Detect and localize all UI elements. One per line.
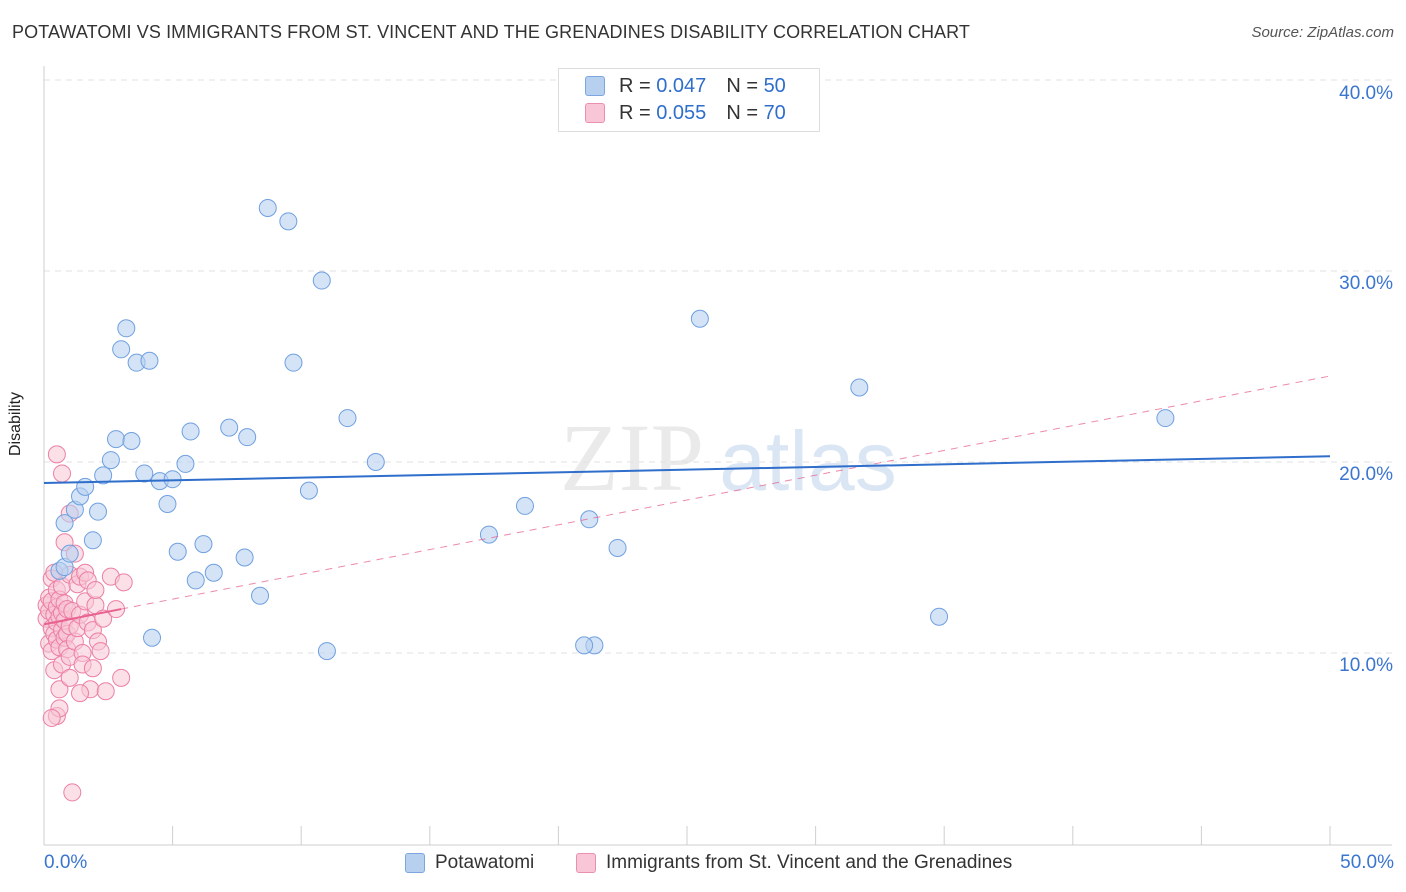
data-point-immigrants — [86, 580, 105, 599]
bottom-legend-swatch-pink — [576, 853, 596, 873]
y-tick-label: 10.0% — [1339, 655, 1393, 676]
data-point-potawatomi — [1156, 409, 1175, 428]
data-point-potawatomi — [204, 563, 223, 582]
data-points — [37, 198, 1175, 802]
trend-line-immigrants — [43, 608, 122, 626]
data-point-potawatomi — [94, 466, 113, 485]
data-point-potawatomi — [60, 544, 79, 563]
legend-row-immigrants: R = 0.055 N = 70 — [585, 101, 786, 125]
legend-r-value: 0.055 — [656, 101, 707, 124]
data-point-immigrants — [112, 668, 131, 687]
data-point-potawatomi — [279, 212, 298, 231]
data-point-immigrants — [83, 659, 102, 678]
data-point-potawatomi — [608, 538, 627, 557]
bottom-legend-label: Immigrants from St. Vincent and the Gren… — [606, 852, 1013, 873]
data-point-potawatomi — [258, 198, 277, 217]
data-point-potawatomi — [186, 571, 205, 590]
data-point-potawatomi — [101, 451, 120, 470]
data-point-immigrants — [60, 668, 79, 687]
data-point-potawatomi — [299, 481, 318, 500]
data-point-immigrants — [50, 680, 69, 699]
data-point-potawatomi — [89, 502, 108, 521]
data-point-potawatomi — [690, 309, 709, 328]
bottom-legend-potawatomi: Potawatomi — [405, 852, 534, 874]
data-point-potawatomi — [317, 642, 336, 661]
data-point-potawatomi — [251, 586, 270, 605]
legend-n-label: N = — [726, 101, 758, 124]
legend-swatch-blue — [585, 76, 605, 96]
data-point-potawatomi — [176, 454, 195, 473]
legend-r-value: 0.047 — [656, 74, 707, 97]
correlation-legend: R = 0.047 N = 50 R = 0.055 N = 70 — [558, 68, 820, 132]
y-tick-label: 20.0% — [1339, 464, 1393, 485]
data-point-potawatomi — [83, 531, 102, 550]
bottom-legend: Potawatomi Immigrants from St. Vincent a… — [0, 852, 1406, 878]
data-point-potawatomi — [580, 510, 599, 529]
chart-title: POTAWATOMI VS IMMIGRANTS FROM ST. VINCEN… — [12, 22, 971, 42]
legend-row-potawatomi: R = 0.047 N = 50 — [585, 74, 786, 98]
data-point-potawatomi — [575, 636, 594, 655]
data-point-potawatomi — [220, 418, 239, 437]
watermark-atlas: atlas — [719, 414, 896, 508]
data-point-immigrants — [71, 684, 90, 703]
data-point-potawatomi — [168, 542, 187, 561]
data-point-potawatomi — [284, 353, 303, 372]
data-point-potawatomi — [194, 535, 213, 554]
data-point-potawatomi — [135, 464, 154, 483]
x-tick-label-min: 0.0% — [44, 852, 88, 873]
legend-n-label: N = — [726, 74, 758, 97]
data-point-potawatomi — [107, 430, 126, 449]
data-point-potawatomi — [55, 514, 74, 533]
data-point-immigrants — [114, 573, 133, 592]
data-point-potawatomi — [366, 453, 385, 471]
data-point-potawatomi — [112, 340, 131, 359]
bottom-legend-immigrants: Immigrants from St. Vincent and the Gren… — [576, 852, 1012, 874]
watermark: ZIP atlas — [560, 404, 897, 511]
data-point-immigrants — [42, 708, 61, 727]
data-point-immigrants — [53, 464, 72, 483]
legend-n-value: 50 — [763, 74, 786, 97]
data-point-potawatomi — [338, 409, 357, 428]
source-label: Source: ZipAtlas.com — [1251, 24, 1394, 41]
data-point-potawatomi — [235, 548, 254, 567]
data-point-immigrants — [96, 682, 115, 701]
axes — [43, 66, 1392, 846]
data-point-potawatomi — [312, 271, 331, 290]
legend-r-label: R = — [619, 74, 651, 97]
data-point-potawatomi — [181, 422, 200, 441]
data-point-potawatomi — [140, 351, 159, 370]
data-point-potawatomi — [930, 607, 949, 626]
data-point-potawatomi — [163, 470, 182, 489]
data-point-potawatomi — [515, 496, 534, 515]
data-point-potawatomi — [238, 428, 257, 447]
trend-lines — [43, 375, 1331, 626]
trend-line-immigrants-extension — [121, 375, 1331, 610]
legend-r-label: R = — [619, 101, 651, 124]
legend-swatch-pink — [585, 103, 605, 123]
y-tick-label: 30.0% — [1339, 273, 1393, 294]
bottom-legend-swatch-blue — [405, 853, 425, 873]
data-point-potawatomi — [117, 319, 136, 338]
data-point-potawatomi — [143, 628, 162, 647]
gridlines — [44, 79, 1392, 654]
data-point-potawatomi — [158, 495, 177, 514]
data-point-potawatomi — [479, 525, 498, 544]
data-point-immigrants — [91, 642, 110, 661]
watermark-zip: ZIP — [560, 404, 704, 511]
data-point-potawatomi — [76, 477, 95, 496]
x-tick-label-max: 50.0% — [1340, 852, 1394, 873]
bottom-legend-label: Potawatomi — [435, 852, 535, 873]
data-point-immigrants — [47, 445, 66, 464]
data-point-potawatomi — [850, 378, 869, 397]
data-point-potawatomi — [122, 431, 141, 450]
legend-n-value: 70 — [763, 101, 786, 124]
y-tick-labels: 10.0% 20.0% 30.0% 40.0% — [1339, 83, 1393, 676]
data-point-immigrants — [63, 783, 82, 802]
y-tick-label: 40.0% — [1339, 83, 1393, 104]
trend-line-potawatomi — [43, 455, 1331, 485]
